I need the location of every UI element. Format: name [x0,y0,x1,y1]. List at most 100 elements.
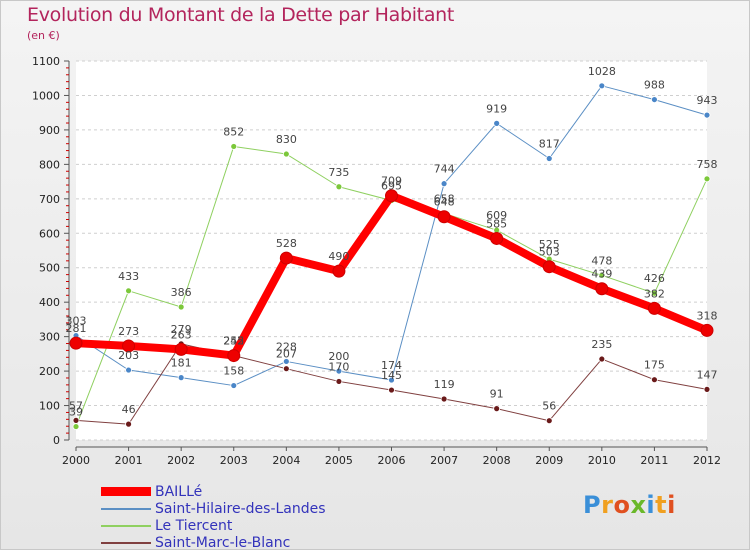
data-point [125,366,132,374]
chart-subtitle: (en €) [27,29,60,42]
y-tick-label: 100 [39,400,60,413]
data-label: 426 [644,272,665,285]
data-label: 203 [118,349,139,362]
data-point [703,111,711,119]
x-tick-label: 2001 [115,454,143,467]
data-label: 46 [122,403,136,416]
data-label: 490 [328,250,349,263]
logo-letter: r [601,491,614,519]
chart-legend: BAILLé Saint-Hilaire-des-Landes Le Tierc… [101,483,326,551]
x-tick-label: 2010 [588,454,616,467]
data-label: 57 [69,399,83,412]
data-point [542,260,556,274]
data-label: 735 [328,166,349,179]
data-label: 175 [644,359,665,372]
data-label: 1028 [588,65,616,78]
x-tick-label: 2011 [640,454,668,467]
data-label: 245 [223,335,244,348]
data-label: 119 [434,378,455,391]
x-tick-label: 2007 [430,454,458,467]
data-point [651,289,658,297]
y-tick-label: 900 [39,124,60,137]
chart-title: Evolution du Montant de la Dette par Hab… [27,4,455,26]
data-label: 658 [434,192,455,205]
data-label: 709 [381,175,402,188]
data-point [332,264,346,278]
data-label: 181 [171,357,192,370]
data-label: 303 [66,315,87,328]
logo-letter: i [667,491,676,519]
x-tick-label: 2006 [378,454,406,467]
data-label: 56 [542,400,556,413]
logo-letter: o [613,491,631,519]
data-point [122,339,136,353]
x-tick-label: 2002 [167,454,195,467]
data-label: 382 [644,287,665,300]
data-label: 39 [69,406,83,419]
legend-label: Saint-Hilaire-des-Landes [155,500,326,517]
data-point [388,386,395,394]
y-tick-label: 500 [39,262,60,275]
data-point [490,231,504,245]
legend-swatch [101,487,151,496]
data-label: 695 [381,180,402,193]
data-label: 943 [697,94,718,107]
legend-swatch [101,541,151,544]
data-point [72,423,80,430]
data-label: 744 [434,163,455,176]
data-point [545,417,553,425]
y-tick-label: 200 [39,365,60,378]
data-point [493,119,501,127]
proxiti-logo: Proxiti [583,491,676,519]
data-point [598,82,606,90]
legend-swatch [101,507,151,510]
data-label: 145 [381,369,402,382]
data-point [647,301,661,315]
data-point [651,376,658,384]
data-point [335,367,343,375]
y-tick-label: 400 [39,296,60,309]
data-label: 503 [539,246,560,259]
data-point [72,416,80,424]
legend-label: Le Tiercent [155,517,233,534]
data-label: 852 [223,125,244,138]
data-point [703,385,711,393]
y-tick-label: 800 [39,158,60,171]
data-label: 585 [486,217,507,230]
x-tick-label: 2003 [220,454,248,467]
data-point [385,189,398,203]
y-tick-label: 300 [39,331,60,344]
data-label: 758 [697,158,718,171]
data-point [437,210,451,224]
legend-item-saint-marc: Saint-Marc-le-Blanc [101,534,326,551]
legend-swatch [101,524,151,527]
logo-letter: P [583,491,602,519]
data-label: 281 [66,322,87,335]
data-label: 648 [434,196,455,209]
data-label: 174 [381,359,402,372]
data-point [335,378,343,385]
data-point [227,349,241,363]
data-label: 988 [644,79,665,92]
data-point [282,365,290,373]
data-point [598,355,606,363]
data-label: 235 [591,338,612,351]
data-label: 158 [223,365,244,378]
data-point [282,150,290,158]
logo-letter: t [655,491,668,519]
data-label: 228 [276,340,297,353]
y-tick-label: 600 [39,227,60,240]
data-label: 433 [118,270,139,283]
data-point [700,323,714,337]
data-point [177,374,185,382]
data-point [545,155,553,162]
data-point [703,175,711,183]
data-point [230,382,238,389]
data-label: 439 [591,268,612,281]
data-point [440,395,448,403]
data-point [335,183,343,191]
legend-item-bailla: BAILLé [101,483,326,500]
x-tick-label: 2004 [272,454,300,467]
data-label: 318 [697,309,718,322]
